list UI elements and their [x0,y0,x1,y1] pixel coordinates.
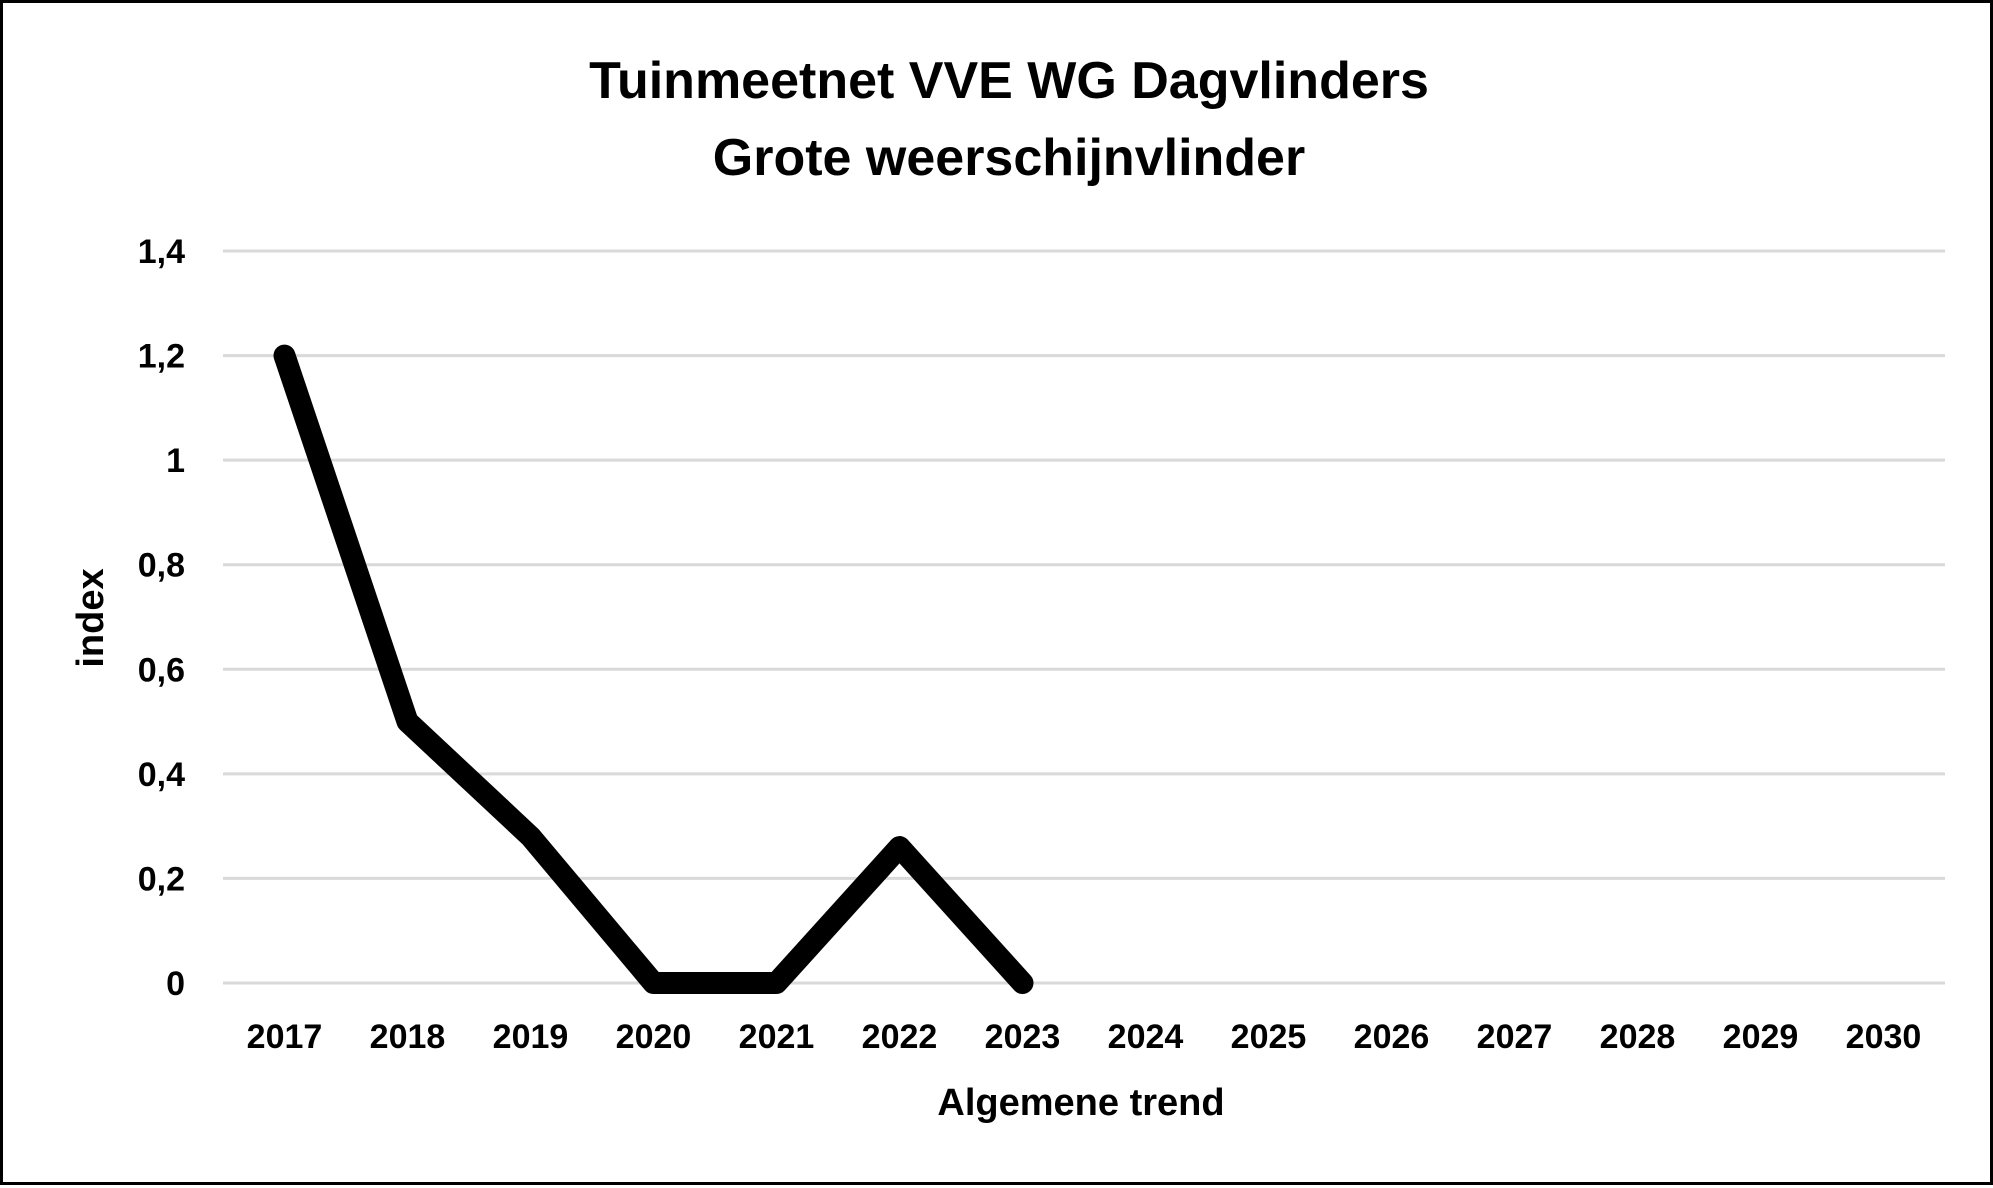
data-point [1021,982,1024,984]
y-tick-label: 0 [166,965,185,1003]
data-point [898,846,901,849]
y-tick-label: 1 [166,442,185,480]
x-tick-label: 2021 [739,1018,815,1056]
data-point [406,720,409,723]
x-tick-label: 2018 [370,1018,446,1056]
x-tick-label: 2027 [1477,1018,1553,1056]
data-point [283,354,286,357]
grid-lines [223,249,1945,985]
x-tick-label: 2024 [1108,1018,1184,1056]
x-tick-label: 2020 [616,1018,692,1056]
y-axis-tick-labels: 0 0,2 0,4 0,6 0,8 1 1,2 1,4 [138,233,185,1003]
x-tick-label: 2026 [1354,1018,1430,1056]
data-point [775,982,778,984]
x-tick-label: 2029 [1723,1018,1799,1056]
y-tick-label: 0,2 [138,860,185,898]
y-tick-label: 1,2 [138,338,185,376]
y-tick-label: 0,4 [138,756,185,794]
x-tick-label: 2030 [1846,1018,1922,1056]
x-axis-tick-labels: 2017 2018 2019 2020 2021 2022 2023 2024 2025 2026… [247,1018,1922,1056]
x-tick-label: 2022 [862,1018,938,1056]
y-axis-title: index [70,568,112,667]
y-tick-label: 0,8 [138,547,185,585]
y-tick-label: 1,4 [138,233,185,271]
x-tick-label: 2028 [1600,1018,1676,1056]
y-tick-label: 0,6 [138,651,185,689]
x-tick-label: 2017 [247,1018,323,1056]
data-point [652,982,655,984]
chart-title: Tuinmeetnet VVE WG Dagvlinders [589,52,1429,110]
x-tick-label: 2023 [985,1018,1061,1056]
data-point [529,835,532,838]
chart-subtitle: Grote weerschijnvlinder [713,129,1305,187]
x-tick-label: 2019 [493,1018,569,1056]
series-layer [273,344,1034,994]
x-tick-label: 2025 [1231,1018,1307,1056]
x-axis-title: Algemene trend [937,1082,1224,1124]
chart-svg: Tuinmeetnet VVE WG Dagvlinders Grote wee… [70,52,1945,1124]
